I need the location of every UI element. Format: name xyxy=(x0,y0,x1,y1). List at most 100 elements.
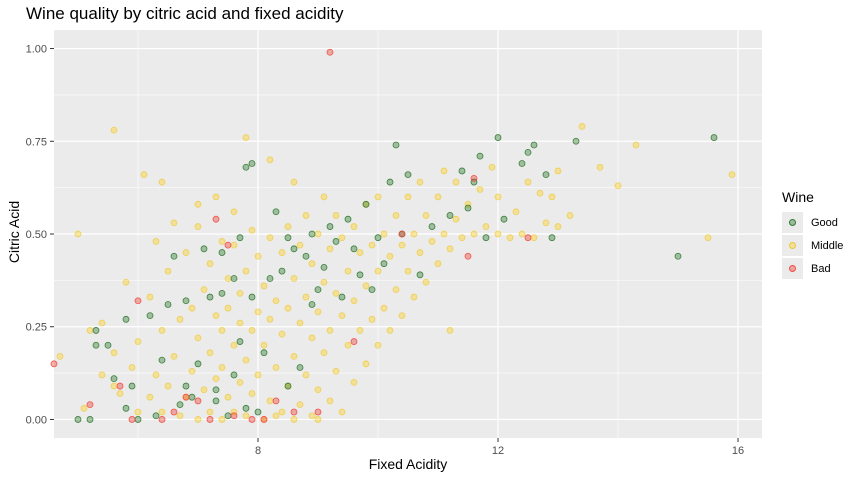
point-middle xyxy=(230,341,238,349)
point-middle xyxy=(518,230,526,238)
point-middle xyxy=(110,382,118,390)
point-middle xyxy=(398,312,406,320)
point-middle xyxy=(290,416,298,423)
legend-key-good xyxy=(782,212,803,233)
point-middle xyxy=(206,408,214,416)
point-good xyxy=(152,412,160,420)
point-middle xyxy=(614,182,622,190)
point-middle xyxy=(158,408,166,416)
legend-dot-good xyxy=(789,219,796,226)
point-middle xyxy=(410,230,418,238)
legend-item-bad: Bad xyxy=(782,257,843,280)
point-middle xyxy=(290,275,298,282)
point-good xyxy=(164,301,172,308)
point-good xyxy=(224,412,232,420)
point-good xyxy=(272,208,280,216)
point-good xyxy=(278,267,286,275)
point-middle xyxy=(494,193,502,201)
point-middle xyxy=(344,341,352,349)
point-good xyxy=(314,286,322,294)
point-middle xyxy=(728,171,736,179)
point-good xyxy=(458,167,466,175)
point-good xyxy=(326,223,334,230)
point-good xyxy=(86,416,94,423)
x-tick-label: 12 xyxy=(492,445,504,457)
point-middle xyxy=(266,397,274,405)
point-good xyxy=(500,215,508,223)
point-middle xyxy=(308,260,316,268)
point-good xyxy=(212,397,220,405)
point-middle xyxy=(158,178,166,186)
point-middle xyxy=(236,319,244,327)
point-middle xyxy=(218,416,226,423)
point-bad xyxy=(116,382,124,390)
point-bad xyxy=(128,416,136,423)
point-middle xyxy=(170,219,178,227)
point-bad xyxy=(224,241,232,249)
point-good xyxy=(176,401,184,409)
point-middle xyxy=(194,223,202,230)
point-middle xyxy=(326,327,334,334)
y-axis-title: Citric Acid xyxy=(6,200,22,264)
point-middle xyxy=(494,230,502,238)
point-good xyxy=(188,393,196,401)
point-bad xyxy=(260,416,268,423)
point-middle xyxy=(392,212,400,219)
point-middle xyxy=(578,123,586,130)
point-middle xyxy=(440,230,448,238)
point-middle xyxy=(596,163,604,171)
point-middle xyxy=(428,238,436,245)
point-good xyxy=(92,327,100,334)
point-bad xyxy=(206,416,214,423)
point-good xyxy=(284,234,292,242)
point-good xyxy=(170,252,178,260)
point-good xyxy=(524,148,532,156)
point-middle xyxy=(110,126,118,134)
point-good xyxy=(416,271,424,279)
point-good xyxy=(254,408,262,416)
chart-title: Wine quality by citric acid and fixed ac… xyxy=(26,4,344,23)
point-good xyxy=(134,416,142,423)
point-middle xyxy=(152,238,160,245)
point-middle xyxy=(230,241,238,249)
point-middle xyxy=(122,278,130,286)
point-good xyxy=(320,263,328,271)
point-middle xyxy=(398,241,406,249)
point-good xyxy=(308,301,316,308)
point-middle xyxy=(380,304,388,312)
point-bad xyxy=(194,397,202,405)
legend: Wine Good Middle Bad xyxy=(782,189,843,280)
point-good xyxy=(128,382,136,390)
point-middle xyxy=(446,327,454,334)
point-middle xyxy=(374,341,382,349)
point-middle xyxy=(548,193,556,201)
point-middle xyxy=(218,364,226,371)
point-middle xyxy=(134,338,142,345)
point-middle xyxy=(512,208,520,216)
point-middle xyxy=(260,282,268,290)
point-middle xyxy=(242,412,250,420)
point-bad xyxy=(86,401,94,409)
point-good xyxy=(158,356,166,364)
point-middle xyxy=(158,327,166,334)
point-middle xyxy=(110,349,118,357)
point-middle xyxy=(434,193,442,201)
point-good xyxy=(470,178,478,186)
point-middle xyxy=(224,393,232,401)
point-middle xyxy=(314,308,322,316)
point-bad xyxy=(170,408,178,416)
point-middle xyxy=(464,200,472,208)
point-middle xyxy=(416,249,424,256)
point-good xyxy=(248,293,256,301)
point-good xyxy=(374,234,382,242)
point-good xyxy=(356,271,364,279)
point-good xyxy=(218,249,226,256)
point-middle xyxy=(266,156,274,164)
point-middle xyxy=(542,219,550,227)
point-middle xyxy=(200,286,208,294)
point-middle xyxy=(98,371,106,379)
point-bad xyxy=(290,408,298,416)
point-good xyxy=(710,134,718,141)
point-middle xyxy=(332,289,340,297)
